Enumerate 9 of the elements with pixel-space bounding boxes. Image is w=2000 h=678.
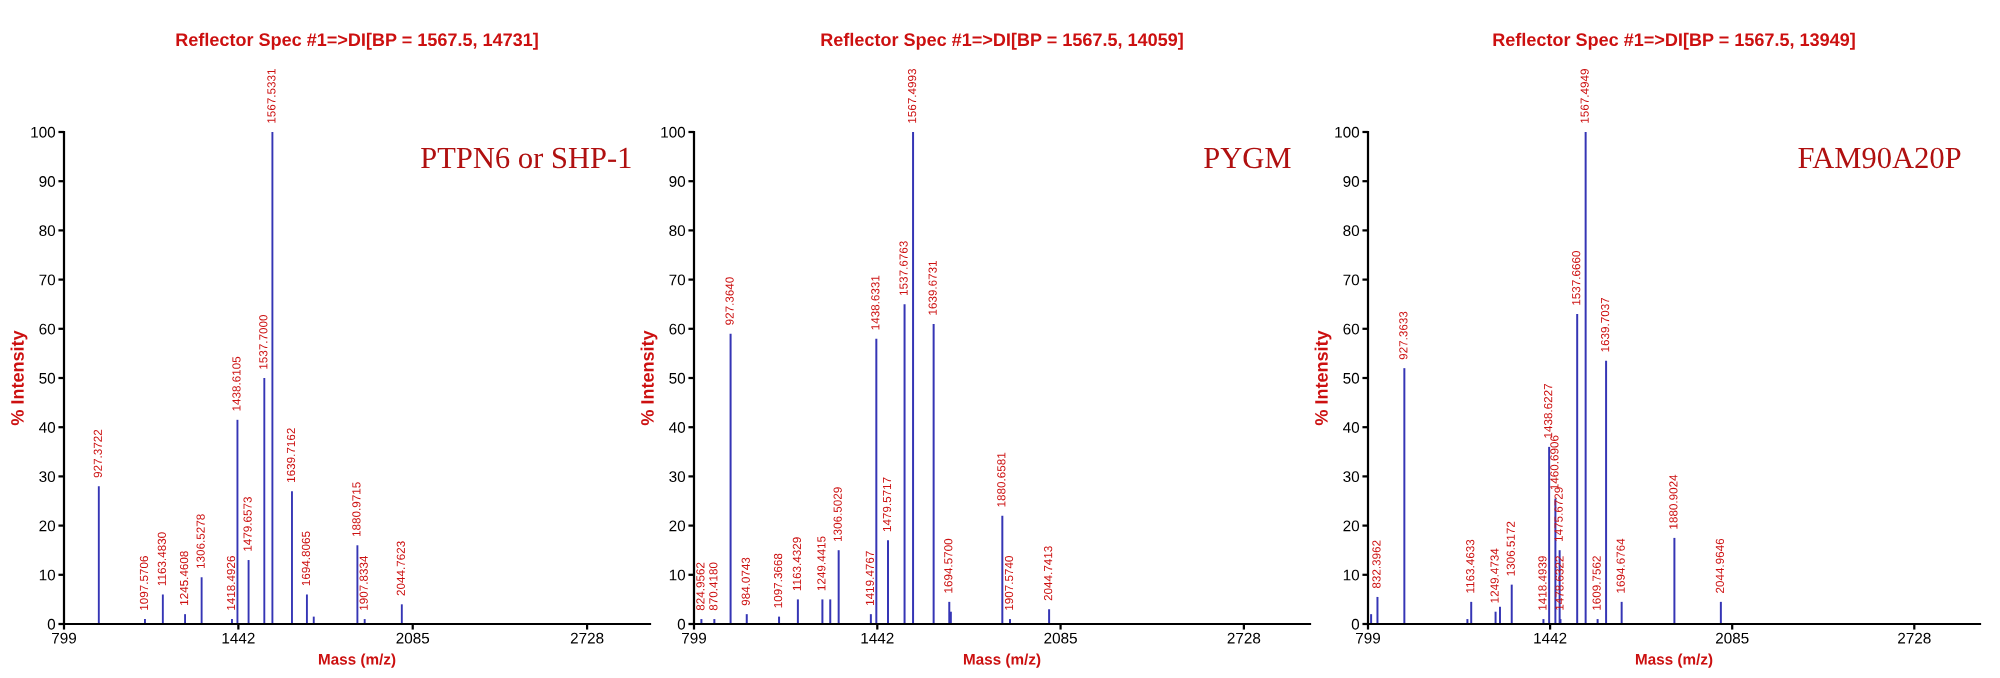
annotation: PYGM <box>1204 147 1291 169</box>
y-axis-title: % Intensity <box>1314 330 1332 426</box>
chart-title: Reflector Spec #1=>DI[BP = 1567.5, 14731] <box>176 32 538 50</box>
y-axis-title: % Intensity <box>10 330 28 426</box>
chart-title: Reflector Spec #1=>DI[BP = 1567.5, 13949] <box>1493 32 1855 50</box>
annotation: PTPN6 or SHP-1 <box>421 147 631 169</box>
annotation: FAM90A20P <box>1798 147 1961 169</box>
chart-title: Reflector Spec #1=>DI[BP = 1567.5, 14059] <box>821 32 1183 50</box>
y-axis-title: % Intensity <box>640 330 658 426</box>
